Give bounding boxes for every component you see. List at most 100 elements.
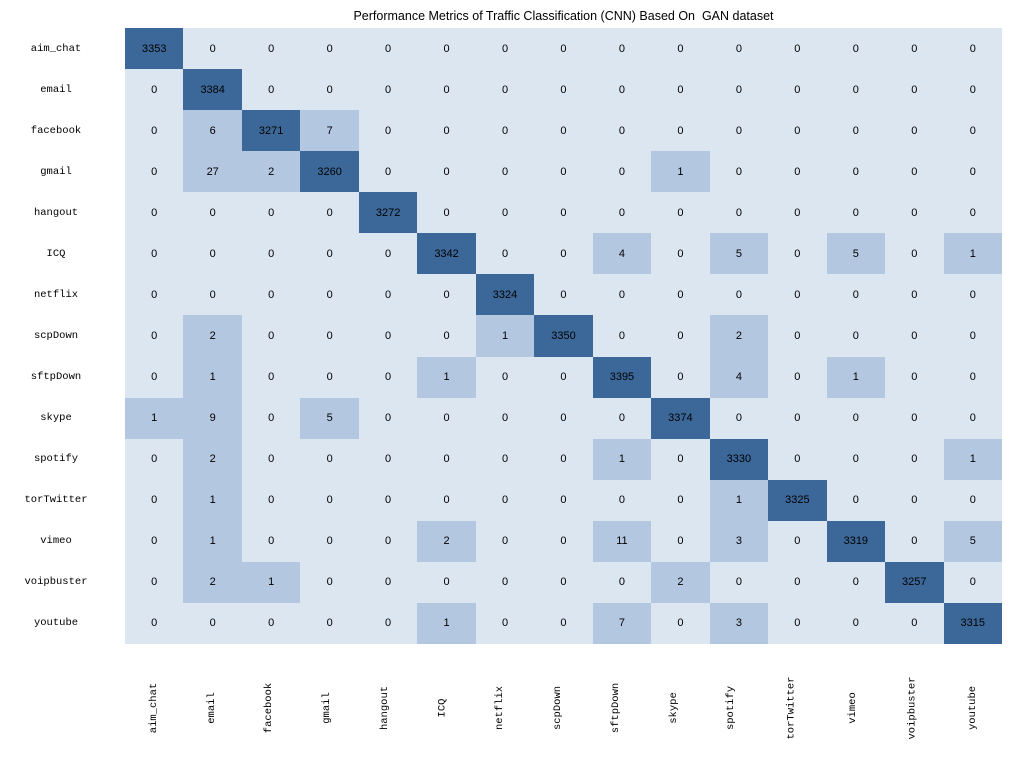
matrix-cell-spotify-skype: 0 <box>651 438 710 480</box>
matrix-cell-email-sftpDown: 0 <box>592 69 652 111</box>
matrix-cell-netflix-facebook: 0 <box>241 274 301 316</box>
matrix-cell-ICQ-hangout: 0 <box>358 233 418 275</box>
matrix-cell-torTwitter-gmail: 0 <box>300 479 359 521</box>
matrix-cell-voipbuster-email: 2 <box>183 561 242 603</box>
matrix-cell-facebook-spotify: 0 <box>709 110 769 152</box>
x-tick-label-spotify: spotify <box>725 685 738 731</box>
matrix-cell-torTwitter-facebook: 0 <box>241 479 301 521</box>
matrix-cell-voipbuster-spotify: 0 <box>709 561 769 603</box>
matrix-cell-vimeo-ICQ: 2 <box>417 520 476 562</box>
matrix-cell-youtube-sftpDown: 7 <box>592 602 652 644</box>
matrix-cell-scpDown-email: 2 <box>183 315 242 357</box>
matrix-cell-hangout-gmail: 0 <box>300 192 359 234</box>
matrix-cell-email-spotify: 0 <box>709 69 769 111</box>
matrix-cell-gmail-sftpDown: 0 <box>592 151 652 193</box>
y-tick-label-skype: skype <box>40 412 72 425</box>
matrix-cell-email-vimeo: 0 <box>826 69 886 111</box>
matrix-cell-sftpDown-netflix: 0 <box>475 356 535 398</box>
matrix-cell-netflix-email: 0 <box>183 274 242 316</box>
matrix-cell-sftpDown-scpDown: 0 <box>534 356 593 398</box>
matrix-cell-email-email: 3384 <box>183 69 242 111</box>
matrix-cell-gmail-youtube: 0 <box>943 151 1002 193</box>
matrix-cell-ICQ-email: 0 <box>183 233 242 275</box>
matrix-cell-hangout-facebook: 0 <box>241 192 301 234</box>
matrix-cell-email-youtube: 0 <box>943 69 1002 111</box>
matrix-cell-facebook-scpDown: 0 <box>534 110 593 152</box>
matrix-cell-vimeo-torTwitter: 0 <box>768 520 827 562</box>
matrix-cell-aim_chat-spotify: 0 <box>709 28 769 70</box>
matrix-cell-skype-sftpDown: 0 <box>592 397 652 439</box>
matrix-cell-youtube-skype: 0 <box>651 602 710 644</box>
matrix-cell-skype-scpDown: 0 <box>534 397 593 439</box>
matrix-cell-hangout-voipbuster: 0 <box>885 192 944 234</box>
matrix-cell-youtube-torTwitter: 0 <box>768 602 827 644</box>
matrix-cell-netflix-sftpDown: 0 <box>592 274 652 316</box>
matrix-cell-ICQ-scpDown: 0 <box>534 233 593 275</box>
matrix-cell-torTwitter-netflix: 0 <box>475 479 535 521</box>
matrix-cell-hangout-torTwitter: 0 <box>768 192 827 234</box>
matrix-cell-voipbuster-youtube: 0 <box>943 561 1002 603</box>
matrix-cell-netflix-spotify: 0 <box>709 274 769 316</box>
y-axis-labels: aim_chat email facebook gmail hangout ICQ netf… <box>0 28 112 644</box>
y-tick-label-netflix: netflix <box>33 288 79 301</box>
matrix-cell-torTwitter-youtube: 0 <box>943 479 1002 521</box>
matrix-cell-sftpDown-hangout: 0 <box>358 356 418 398</box>
matrix-cell-hangout-vimeo: 0 <box>826 192 886 234</box>
matrix-cell-aim_chat-ICQ: 0 <box>417 28 476 70</box>
matrix-cell-voipbuster-netflix: 0 <box>475 561 535 603</box>
matrix-cell-youtube-vimeo: 0 <box>826 602 886 644</box>
matrix-cell-voipbuster-ICQ: 0 <box>417 561 476 603</box>
x-tick-label-scpDown: scpDown <box>552 685 565 731</box>
matrix-cell-ICQ-aim_chat: 0 <box>125 233 184 275</box>
matrix-cell-torTwitter-spotify: 1 <box>709 479 769 521</box>
matrix-cell-scpDown-facebook: 0 <box>241 315 301 357</box>
matrix-cell-vimeo-gmail: 0 <box>300 520 359 562</box>
matrix-cell-vimeo-netflix: 0 <box>475 520 535 562</box>
matrix-cell-vimeo-voipbuster: 0 <box>885 520 944 562</box>
y-tick-label-vimeo: vimeo <box>40 535 72 548</box>
matrix-cell-ICQ-gmail: 0 <box>300 233 359 275</box>
matrix-cell-facebook-vimeo: 0 <box>826 110 886 152</box>
matrix-cell-spotify-hangout: 0 <box>358 438 418 480</box>
matrix-cell-facebook-voipbuster: 0 <box>885 110 944 152</box>
y-tick-label-youtube: youtube <box>33 617 79 630</box>
matrix-cell-email-facebook: 0 <box>241 69 301 111</box>
matrix-cell-email-torTwitter: 0 <box>768 69 827 111</box>
matrix-cell-gmail-scpDown: 0 <box>534 151 593 193</box>
chart-title: Performance Metrics of Traffic Classific… <box>353 9 774 23</box>
matrix-cell-youtube-scpDown: 0 <box>534 602 593 644</box>
matrix-cell-ICQ-facebook: 0 <box>241 233 301 275</box>
matrix-cell-netflix-hangout: 0 <box>358 274 418 316</box>
matrix-cell-spotify-vimeo: 0 <box>826 438 886 480</box>
matrix-cell-scpDown-skype: 0 <box>651 315 710 357</box>
matrix-cell-ICQ-youtube: 1 <box>943 233 1002 275</box>
matrix-cell-skype-vimeo: 0 <box>826 397 886 439</box>
matrix-cell-spotify-voipbuster: 0 <box>885 438 944 480</box>
matrix-cell-skype-torTwitter: 0 <box>768 397 827 439</box>
x-tick-label-hangout: hangout <box>378 685 391 731</box>
matrix-cell-spotify-youtube: 1 <box>943 438 1002 480</box>
matrix-cell-vimeo-facebook: 0 <box>241 520 301 562</box>
matrix-cell-vimeo-hangout: 0 <box>358 520 418 562</box>
matrix-cell-ICQ-netflix: 0 <box>475 233 535 275</box>
matrix-cell-gmail-email: 27 <box>183 151 242 193</box>
matrix-cell-spotify-ICQ: 0 <box>417 438 476 480</box>
matrix-cell-torTwitter-skype: 0 <box>651 479 710 521</box>
matrix-cell-skype-youtube: 0 <box>943 397 1002 439</box>
matrix-cell-hangout-hangout: 3272 <box>358 192 418 234</box>
matrix-cell-netflix-gmail: 0 <box>300 274 359 316</box>
x-tick-label-voipbuster: voipbuster <box>906 676 919 740</box>
x-tick-label-facebook: facebook <box>263 682 276 734</box>
matrix-cell-scpDown-spotify: 2 <box>709 315 769 357</box>
matrix-cell-aim_chat-scpDown: 0 <box>534 28 593 70</box>
matrix-cell-sftpDown-vimeo: 1 <box>826 356 886 398</box>
matrix-cell-spotify-email: 2 <box>183 438 242 480</box>
matrix-cell-voipbuster-facebook: 1 <box>241 561 301 603</box>
matrix-cell-hangout-email: 0 <box>183 192 242 234</box>
matrix-cell-spotify-spotify: 3330 <box>709 438 769 480</box>
matrix-cell-youtube-facebook: 0 <box>241 602 301 644</box>
matrix-cell-spotify-torTwitter: 0 <box>768 438 827 480</box>
matrix-cell-netflix-scpDown: 0 <box>534 274 593 316</box>
matrix-cell-facebook-ICQ: 0 <box>417 110 476 152</box>
matrix-cell-torTwitter-scpDown: 0 <box>534 479 593 521</box>
